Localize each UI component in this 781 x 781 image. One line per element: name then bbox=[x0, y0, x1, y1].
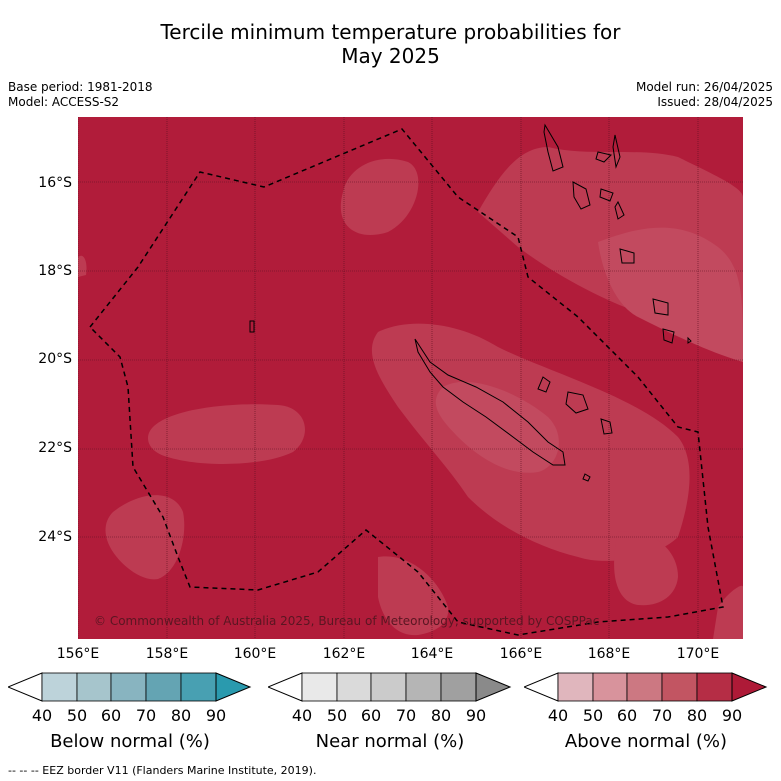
colorbar-above-bin-1 bbox=[557, 672, 594, 702]
meta-right: Model run: 26/04/2025 Issued: 28/04/2025 bbox=[636, 80, 773, 110]
probability-region-far-east bbox=[713, 585, 743, 639]
lat-label-16s: 16°S bbox=[38, 175, 72, 191]
colorbar-above-normal bbox=[524, 672, 768, 702]
colorbar-below-bin-4 bbox=[145, 672, 182, 702]
below-normal-title: Below normal (%) bbox=[50, 731, 210, 752]
below-tick-50: 50 bbox=[66, 706, 88, 725]
isle-of-pines bbox=[582, 473, 591, 482]
colorbar-below-bin-2 bbox=[76, 672, 112, 702]
colorbar-below-max-arrow bbox=[215, 672, 252, 702]
colorbar-above-min-arrow bbox=[524, 672, 559, 702]
colorbar-near-bin-5 bbox=[440, 672, 477, 702]
vanuatu-island-5 bbox=[599, 188, 614, 202]
near-tick-60: 60 bbox=[360, 706, 382, 725]
map-panel bbox=[78, 117, 743, 639]
probability-region-south-east bbox=[614, 531, 678, 606]
below-tick-70: 70 bbox=[135, 706, 157, 725]
below-tick-80: 80 bbox=[170, 706, 192, 725]
copyright-text: © Commonwealth of Australia 2025, Bureau… bbox=[94, 614, 600, 628]
lon-label-166e: 166°E bbox=[499, 646, 543, 662]
colorbar-below-bin-3 bbox=[110, 672, 147, 702]
above-normal-title: Above normal (%) bbox=[564, 731, 728, 752]
above-tick-50: 50 bbox=[582, 706, 604, 725]
colorbar-below-normal bbox=[8, 672, 252, 702]
vanuatu-efate bbox=[619, 248, 635, 264]
map-title: Tercile minimum temperature probabilitie… bbox=[0, 20, 781, 68]
above-tick-60: 60 bbox=[616, 706, 638, 725]
title-line-2: May 2025 bbox=[341, 44, 440, 68]
loyalty-island-3 bbox=[600, 418, 613, 435]
lat-label-22s: 22°S bbox=[38, 440, 72, 456]
above-tick-70: 70 bbox=[651, 706, 673, 725]
vanuatu-island-4 bbox=[612, 134, 621, 169]
graticule bbox=[78, 117, 743, 639]
lon-label-170e: 170°E bbox=[676, 646, 720, 662]
chesterfield-reef bbox=[249, 320, 255, 333]
colorbar-below-bin-1 bbox=[41, 672, 78, 702]
colorbar-above-bin-5 bbox=[696, 672, 733, 702]
colorbar-near-bin-1 bbox=[301, 672, 338, 702]
below-tick-40: 40 bbox=[31, 706, 53, 725]
colorbar-near-bin-4 bbox=[405, 672, 442, 702]
vanuatu-island-6 bbox=[614, 200, 625, 220]
colorbar-above-bin-4 bbox=[661, 672, 698, 702]
below-tick-60: 60 bbox=[100, 706, 122, 725]
above-tick-40: 40 bbox=[547, 706, 569, 725]
model-name: Model: ACCESS-S2 bbox=[8, 95, 120, 109]
above-tick-80: 80 bbox=[686, 706, 708, 725]
colorbar-near-min-arrow bbox=[268, 672, 303, 702]
near-tick-90: 90 bbox=[465, 706, 487, 725]
colorbar-near-bin-2 bbox=[336, 672, 372, 702]
islands bbox=[249, 123, 692, 482]
eez-footer-note: -- -- -- EEZ border V11 (Flanders Marine… bbox=[8, 764, 317, 777]
eez-border bbox=[88, 128, 724, 636]
probability-region-west bbox=[148, 404, 305, 464]
lat-label-20s: 20°S bbox=[38, 351, 72, 367]
below-tick-90: 90 bbox=[205, 706, 227, 725]
probability-region-west-edge bbox=[78, 255, 87, 277]
colorbar-below-bin-5 bbox=[180, 672, 217, 702]
base-period: Base period: 1981-2018 bbox=[8, 80, 153, 94]
vanuatu-aneityum bbox=[662, 328, 675, 344]
title-line-1: Tercile minimum temperature probabilitie… bbox=[160, 20, 621, 44]
colorbar-above-bin-2 bbox=[592, 672, 628, 702]
colorbar-above-bin-3 bbox=[626, 672, 663, 702]
near-tick-80: 80 bbox=[430, 706, 452, 725]
above-tick-90: 90 bbox=[721, 706, 743, 725]
matthew-island bbox=[687, 336, 692, 344]
vanuatu-tanna bbox=[652, 298, 669, 316]
model-run: Model run: 26/04/2025 bbox=[635, 80, 773, 94]
lat-label-18s: 18°S bbox=[38, 263, 72, 279]
new-caledonia-island bbox=[414, 338, 566, 466]
lon-label-168e: 168°E bbox=[587, 646, 631, 662]
meta-left: Base period: 1981-2018 Model: ACCESS-S2 bbox=[8, 80, 153, 110]
lon-label-156e: 156°E bbox=[56, 646, 100, 662]
probability-region-north bbox=[340, 158, 419, 236]
issued-date: Issued: 28/04/2025 bbox=[657, 95, 773, 109]
near-tick-70: 70 bbox=[395, 706, 417, 725]
lat-label-24s: 24°S bbox=[38, 529, 72, 545]
loyalty-island-2 bbox=[565, 391, 589, 414]
lon-label-160e: 160°E bbox=[233, 646, 277, 662]
near-tick-40: 40 bbox=[291, 706, 313, 725]
lon-label-158e: 158°E bbox=[145, 646, 189, 662]
lon-label-164e: 164°E bbox=[410, 646, 454, 662]
loyalty-island-1 bbox=[537, 376, 551, 393]
colorbar-below-min-arrow bbox=[8, 672, 43, 702]
near-normal-title: Near normal (%) bbox=[315, 731, 465, 752]
lon-label-162e: 162°E bbox=[322, 646, 366, 662]
colorbar-near-max-arrow bbox=[475, 672, 512, 702]
vanuatu-island-3 bbox=[595, 151, 612, 163]
colorbar-near-bin-3 bbox=[370, 672, 407, 702]
probability-region-south bbox=[378, 556, 449, 636]
vanuatu-island-2 bbox=[572, 181, 591, 210]
colorbar-above-max-arrow bbox=[731, 672, 768, 702]
colorbar-near-normal bbox=[268, 672, 512, 702]
near-tick-50: 50 bbox=[326, 706, 348, 725]
vanuatu-espiritu-santo bbox=[543, 123, 564, 172]
